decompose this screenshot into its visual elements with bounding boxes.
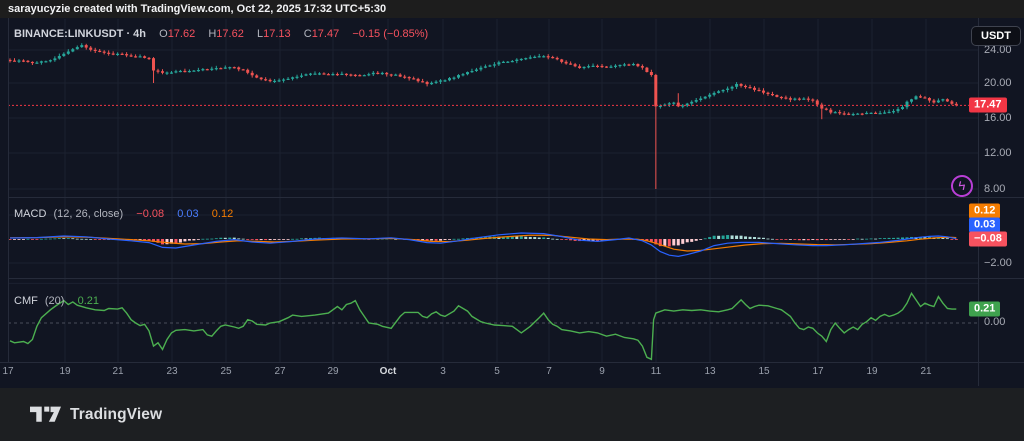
cmf-params: (20): [44, 295, 65, 307]
macd-value-badge: 0.03: [969, 217, 1001, 233]
attribution-bar: sarayucyzie created with TradingView.com…: [0, 0, 1024, 18]
time-axis-label: Oct: [379, 366, 397, 377]
low-label: L: [256, 28, 264, 40]
time-axis-label: 29: [327, 366, 339, 377]
time-axis-label: 17: [2, 366, 14, 377]
open-label: O: [159, 28, 168, 40]
macd-line-value: 0.03: [177, 208, 199, 220]
time-axis-label: 13: [704, 366, 716, 377]
currency-toggle-button[interactable]: USDT: [971, 26, 1021, 46]
footer-bar: TradingView: [0, 388, 1024, 441]
cmf-axis-label: 0.00: [984, 316, 1006, 328]
macd-hist-value: −0.08: [136, 208, 165, 220]
macd-title: MACD: [14, 208, 47, 220]
time-axis-label: 25: [220, 366, 232, 377]
time-axis-label: 9: [599, 366, 605, 377]
attribution-text: sarayucyzie created with TradingView.com…: [8, 3, 387, 15]
time-axis-label: 19: [59, 366, 71, 377]
price-axis-label: 8.00: [984, 183, 1006, 195]
lightning-glyph: ϟ: [957, 177, 967, 194]
tradingview-wordmark[interactable]: TradingView: [70, 405, 163, 423]
time-axis-label: 21: [920, 366, 932, 377]
time-axis-label: 27: [274, 366, 286, 377]
cmf-value-badge: 0.21: [969, 301, 1001, 317]
cmf-title: CMF: [14, 295, 38, 307]
macd-params: (12, 26, close): [53, 208, 124, 220]
price-axis-label: 16.00: [984, 112, 1012, 124]
cmf-legend[interactable]: CMF (20) 0.21: [14, 295, 99, 307]
time-axis-label: 5: [494, 366, 500, 377]
symbol-legend[interactable]: BINANCE:LINKUSDT · 4h O17.62 H17.62 L17.…: [14, 28, 428, 40]
change-value: −0.15 (−0.85%): [352, 28, 429, 40]
low-value: 17.13: [263, 28, 291, 40]
open-value: 17.62: [167, 28, 196, 40]
time-axis-label: 21: [112, 366, 124, 377]
price-axis-label: 12.00: [984, 147, 1012, 159]
time-axis-label: 19: [866, 366, 878, 377]
high-label: H: [208, 28, 217, 40]
macd-axis-label: −2.00: [984, 257, 1012, 269]
time-axis-label: 3: [440, 366, 446, 377]
time-axis-label: 7: [546, 366, 552, 377]
price-axis-label: 24.00: [984, 44, 1012, 56]
price-axis-label: 20.00: [984, 77, 1012, 89]
tradingview-logo-icon[interactable]: [30, 406, 61, 424]
high-value: 17.62: [216, 28, 244, 40]
macd-legend[interactable]: MACD (12, 26, close) −0.08 0.03 0.12: [14, 208, 233, 220]
time-axis-label: 17: [812, 366, 824, 377]
macd-value-badge: −0.08: [969, 231, 1007, 247]
time-axis-label: 23: [166, 366, 178, 377]
time-axis-label: 11: [650, 366, 662, 377]
macd-value-badge: 0.12: [969, 203, 1001, 219]
macd-signal-value: 0.12: [211, 208, 234, 220]
time-axis-label: 15: [758, 366, 770, 377]
last-price-badge: 17.47: [969, 97, 1007, 113]
symbol-title: BINANCE:LINKUSDT · 4h: [14, 28, 146, 40]
close-label: C: [303, 28, 312, 40]
close-value: 17.47: [311, 28, 340, 40]
cmf-value: 0.21: [77, 295, 99, 307]
